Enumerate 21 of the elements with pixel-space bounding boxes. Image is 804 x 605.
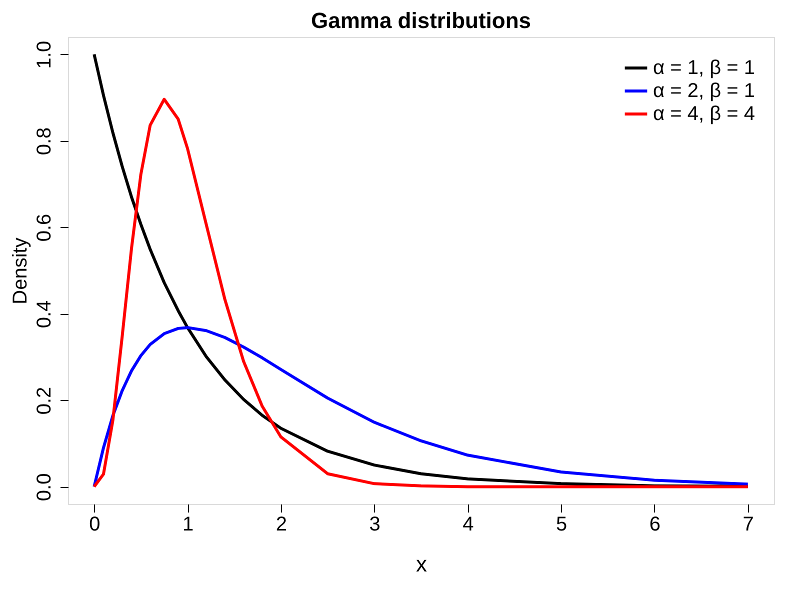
- x-tick-label: 3: [369, 514, 380, 536]
- legend-label: α = 2, β = 1: [653, 80, 756, 102]
- x-tick-label: 1: [182, 514, 194, 536]
- y-tick-label: 0.4: [34, 300, 56, 328]
- y-tick-label: 0.8: [34, 127, 56, 156]
- y-axis-title: Density: [10, 238, 32, 304]
- legend-label: α = 1, β = 1: [653, 57, 756, 79]
- y-tick-label: 1.0: [34, 40, 56, 69]
- x-tick-label: 7: [742, 514, 754, 536]
- line-series: [92, 326, 750, 488]
- legend-label: α = 4, β = 4: [653, 103, 756, 125]
- x-tick-label: 5: [556, 514, 568, 536]
- x-tick-label: 2: [276, 514, 287, 536]
- x-tick-label: 6: [649, 514, 661, 536]
- y-tick-label: 0.2: [34, 386, 56, 415]
- x-tick-label: 4: [462, 514, 474, 536]
- x-axis-title: x: [416, 552, 427, 576]
- y-tick-label: 0.0: [34, 473, 56, 502]
- x-tick-label: 0: [89, 514, 100, 536]
- chart-title: Gamma distributions: [310, 8, 532, 33]
- y-tick-label: 0.6: [34, 214, 56, 242]
